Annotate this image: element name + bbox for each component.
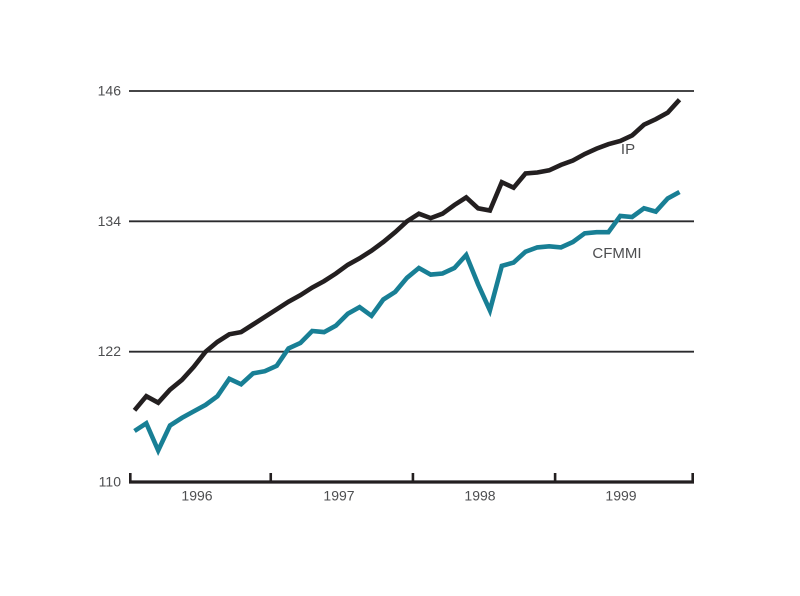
series-label-cfmmi: CFMMI bbox=[592, 245, 641, 262]
x-tick-label-1996: 1996 bbox=[181, 488, 212, 504]
x-tick-label-1998: 1998 bbox=[464, 488, 495, 504]
series-line-ip bbox=[132, 98, 682, 412]
y-tick-label-134: 134 bbox=[98, 213, 122, 229]
gridlines bbox=[129, 90, 694, 353]
series-label-ip: IP bbox=[621, 141, 635, 158]
series-lines bbox=[132, 98, 682, 457]
x-tick-label-1999: 1999 bbox=[605, 488, 636, 504]
x-tick-label-1997: 1997 bbox=[323, 488, 354, 504]
x-axis bbox=[129, 473, 695, 484]
series-line-cfmmi bbox=[133, 189, 681, 457]
y-tick-label-146: 146 bbox=[98, 83, 122, 99]
y-tick-label-122: 122 bbox=[98, 343, 122, 359]
y-tick-label-110: 110 bbox=[99, 474, 122, 490]
